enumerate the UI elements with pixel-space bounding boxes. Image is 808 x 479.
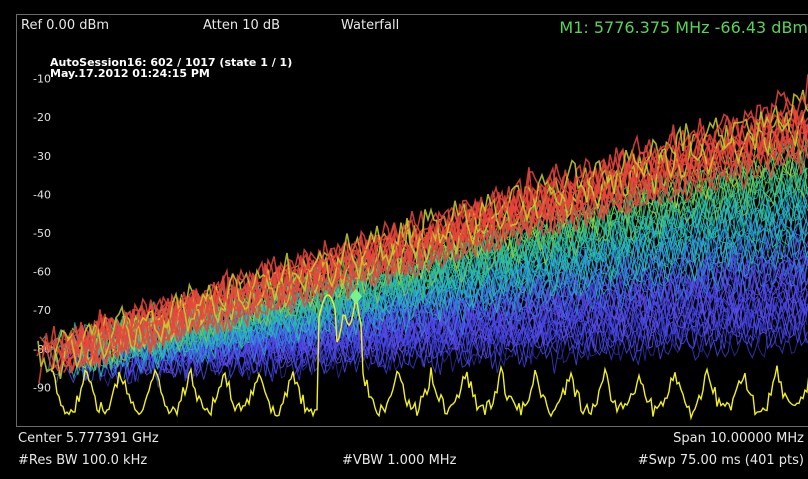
settings-footer: Center 5.777391 GHz Span 10.00000 MHz #R… <box>16 426 808 472</box>
span-readout[interactable]: Span 10.00000 MHz <box>673 431 804 446</box>
marker-layer: 1 <box>350 276 362 305</box>
marker-readout[interactable]: M1: 5776.375 MHz -66.43 dBm <box>559 18 808 37</box>
live-trace-layer <box>50 294 808 421</box>
y-tick-label: -70 <box>33 304 51 317</box>
vbw-readout[interactable]: #VBW 1.000 MHz <box>342 453 457 468</box>
waterfall-trace <box>37 89 808 374</box>
live-trace <box>50 294 808 421</box>
y-tick-label: -30 <box>33 150 51 163</box>
waterfall-traces <box>36 74 808 388</box>
status-header: Ref 0.00 dBm Atten 10 dB Waterfall M1: 5… <box>16 14 808 40</box>
waterfall-trace <box>219 251 808 368</box>
waterfall-trace <box>41 106 808 380</box>
res-bw-readout[interactable]: #Res BW 100.0 kHz <box>18 453 148 468</box>
marker-diamond <box>350 288 362 305</box>
y-tick-label: -90 <box>33 381 51 394</box>
session-name: AutoSession16: 602 / 1017 (state 1 / 1) <box>50 56 293 69</box>
y-tick-label: -40 <box>33 188 51 201</box>
attenuation-readout[interactable]: Atten 10 dB <box>203 18 281 33</box>
y-tick-label: -20 <box>33 111 51 124</box>
sweep-readout[interactable]: #Swp 75.00 ms (401 pts) <box>637 453 804 468</box>
marker-label: 1 <box>354 276 360 287</box>
y-tick-label: -60 <box>33 266 51 279</box>
ref-level-readout[interactable]: Ref 0.00 dBm <box>21 18 110 33</box>
y-tick-label: -50 <box>33 227 51 240</box>
center-frequency-readout[interactable]: Center 5.777391 GHz <box>18 431 159 446</box>
session-timestamp: May.17.2012 01:24:15 PM <box>50 67 210 80</box>
waterfall-chart: -10-20-30-40-50-60-70-80-90 1 <box>33 73 808 421</box>
waterfall-trace <box>42 95 808 363</box>
waterfall-plot[interactable]: -10 -20 -30 -40 -50 -60 -70 -80 -90 1 <box>16 40 808 426</box>
waterfall-trace <box>74 174 807 371</box>
y-tick-label: -10 <box>33 73 51 86</box>
waterfall-trace <box>36 74 808 372</box>
waterfall-trace <box>154 196 807 360</box>
display-mode-readout[interactable]: Waterfall <box>341 18 400 33</box>
waterfall-trace <box>39 103 808 370</box>
session-info: AutoSession16: 602 / 1017 (state 1 / 1) … <box>50 57 292 79</box>
